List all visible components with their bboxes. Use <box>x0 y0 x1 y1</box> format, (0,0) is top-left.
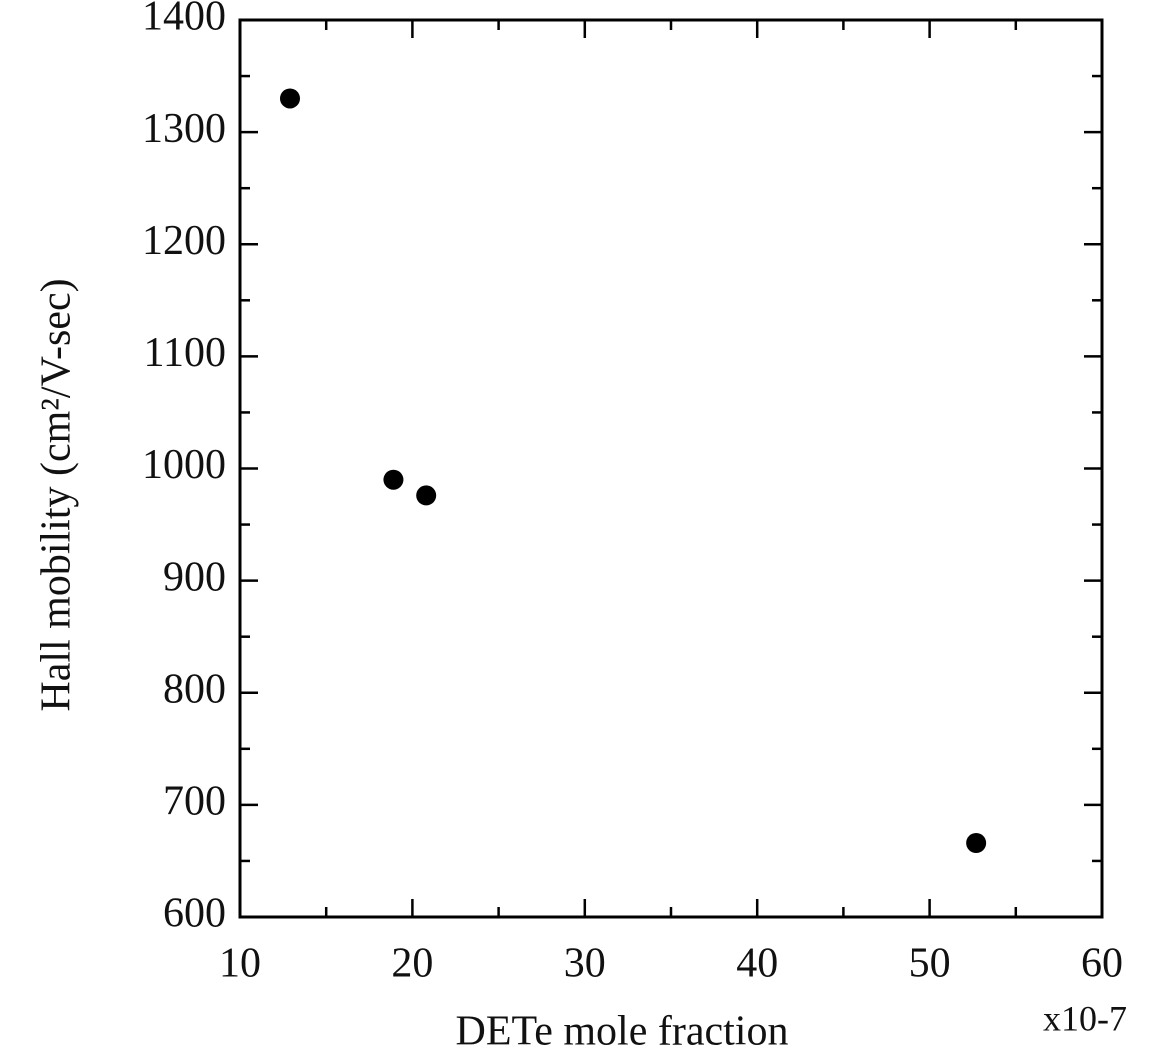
y-tick-label: 1100 <box>144 330 226 376</box>
x-tick-label: 40 <box>736 941 778 987</box>
x-tick-label: 60 <box>1081 941 1123 987</box>
y-tick-label: 900 <box>163 554 226 600</box>
x-tick-label: 50 <box>909 941 951 987</box>
x-tick-label: 20 <box>391 941 433 987</box>
data-point <box>383 469 404 490</box>
y-tick-label: 600 <box>163 891 226 937</box>
y-tick-label: 700 <box>163 779 226 825</box>
data-point <box>416 485 437 506</box>
y-tick-label: 800 <box>163 666 226 712</box>
x-tick-label: 10 <box>219 941 261 987</box>
data-point <box>279 88 300 109</box>
y-tick-label: 1300 <box>142 106 226 152</box>
y-tick-label: 1000 <box>142 442 226 488</box>
plot-frame <box>238 18 1104 919</box>
y-axis-label: Hall mobility (cm²/V-sec) <box>34 278 80 711</box>
data-point <box>966 832 987 853</box>
x-multiplier: x10-7 <box>1043 998 1127 1038</box>
y-tick-label: 1400 <box>142 0 226 40</box>
y-tick-label: 1200 <box>142 218 226 264</box>
x-axis-label: DETe mole fraction <box>456 1009 789 1055</box>
x-tick-label: 30 <box>564 941 606 987</box>
